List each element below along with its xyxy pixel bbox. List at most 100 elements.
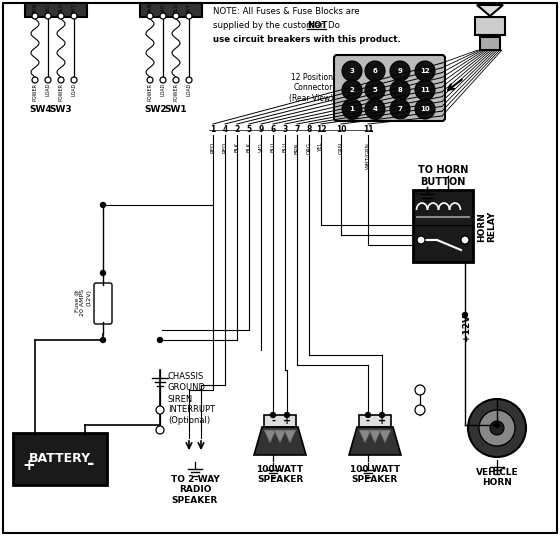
Text: 100WATT
SPEAKER: 100WATT SPEAKER <box>256 465 304 485</box>
Text: 4: 4 <box>222 125 227 135</box>
Circle shape <box>461 236 469 244</box>
Text: WHT: WHT <box>186 3 192 16</box>
Text: WHT/GRN: WHT/GRN <box>366 142 371 169</box>
Circle shape <box>160 77 166 83</box>
Circle shape <box>415 80 435 100</box>
FancyBboxPatch shape <box>264 415 296 427</box>
Circle shape <box>173 13 179 19</box>
Circle shape <box>479 410 515 446</box>
Text: SW4: SW4 <box>30 105 53 114</box>
Text: 11: 11 <box>420 87 430 93</box>
Circle shape <box>417 236 425 244</box>
Circle shape <box>490 421 504 435</box>
Polygon shape <box>254 427 306 455</box>
Circle shape <box>365 61 385 81</box>
Circle shape <box>45 13 51 19</box>
Circle shape <box>186 77 192 83</box>
Text: SIREN
INTERRUPT
(Optional): SIREN INTERRUPT (Optional) <box>168 395 215 425</box>
Polygon shape <box>379 430 391 443</box>
Polygon shape <box>274 430 286 443</box>
Text: 3: 3 <box>282 125 288 135</box>
Polygon shape <box>264 430 276 443</box>
Text: 10: 10 <box>336 125 346 135</box>
Circle shape <box>156 406 164 414</box>
Text: VIO: VIO <box>259 142 264 152</box>
Text: POWER: POWER <box>174 83 179 101</box>
Text: YEL: YEL <box>319 142 324 152</box>
Text: 10: 10 <box>420 106 430 112</box>
Text: WHT: WHT <box>72 3 77 16</box>
Circle shape <box>71 77 77 83</box>
Text: 7: 7 <box>295 125 300 135</box>
Circle shape <box>160 13 166 19</box>
Polygon shape <box>477 5 503 16</box>
Circle shape <box>186 13 192 19</box>
Text: Fuse @
20 AMPS
(12V): Fuse @ 20 AMPS (12V) <box>74 289 91 316</box>
FancyBboxPatch shape <box>475 17 505 35</box>
Text: 5: 5 <box>246 125 251 135</box>
Text: POWER: POWER <box>147 83 152 101</box>
Circle shape <box>365 80 385 100</box>
Text: 1: 1 <box>211 125 216 135</box>
Text: 1: 1 <box>349 106 354 112</box>
Text: POWER: POWER <box>32 83 38 101</box>
Circle shape <box>156 426 164 434</box>
Text: -: - <box>366 416 370 426</box>
Text: VIO: VIO <box>45 3 50 13</box>
FancyBboxPatch shape <box>413 190 473 262</box>
Text: 7: 7 <box>398 106 403 112</box>
Circle shape <box>58 77 64 83</box>
Circle shape <box>147 77 153 83</box>
Circle shape <box>342 99 362 119</box>
Text: 12: 12 <box>420 68 430 74</box>
Circle shape <box>415 61 435 81</box>
Circle shape <box>100 203 105 207</box>
Circle shape <box>380 413 385 418</box>
Text: 2: 2 <box>349 87 354 93</box>
Text: BLU: BLU <box>270 142 276 152</box>
Circle shape <box>71 13 77 19</box>
Circle shape <box>468 399 526 457</box>
Circle shape <box>415 405 425 415</box>
Text: 8: 8 <box>398 87 403 93</box>
Text: BLK: BLK <box>235 142 240 152</box>
Circle shape <box>390 99 410 119</box>
Text: BLU: BLU <box>282 142 287 152</box>
Polygon shape <box>359 430 371 443</box>
Polygon shape <box>369 430 381 443</box>
Text: +: + <box>283 416 291 426</box>
Circle shape <box>390 80 410 100</box>
Circle shape <box>45 77 51 83</box>
FancyBboxPatch shape <box>334 55 445 121</box>
Text: NOTE: All Fuses & Fuse Blocks are: NOTE: All Fuses & Fuse Blocks are <box>213 8 360 17</box>
Text: GRN: GRN <box>338 142 343 154</box>
Text: SW3: SW3 <box>50 105 72 114</box>
Circle shape <box>365 99 385 119</box>
Circle shape <box>173 77 179 83</box>
Text: supplied by the customer. Do: supplied by the customer. Do <box>213 21 343 31</box>
Circle shape <box>415 99 435 119</box>
Text: SW1: SW1 <box>165 105 187 114</box>
Text: BATTERY: BATTERY <box>29 452 91 465</box>
Text: SW2: SW2 <box>144 105 167 114</box>
Text: LOAD: LOAD <box>186 83 192 96</box>
Circle shape <box>342 61 362 81</box>
Circle shape <box>342 80 362 100</box>
Text: -: - <box>271 416 275 426</box>
Polygon shape <box>284 430 296 443</box>
Text: -: - <box>413 188 417 202</box>
Circle shape <box>147 13 153 19</box>
Text: BRN: BRN <box>147 3 152 14</box>
Text: VEHICLE
HORN: VEHICLE HORN <box>475 468 519 487</box>
Text: VIO: VIO <box>161 3 166 13</box>
Circle shape <box>494 422 500 428</box>
Text: 4: 4 <box>372 106 377 112</box>
Text: +: + <box>22 458 35 473</box>
Text: BLK: BLK <box>246 142 251 152</box>
Circle shape <box>32 13 38 19</box>
Circle shape <box>415 385 425 395</box>
Text: LOAD: LOAD <box>45 83 50 96</box>
Text: -: - <box>87 455 95 473</box>
Text: LOAD: LOAD <box>72 83 77 96</box>
Text: 9: 9 <box>398 68 403 74</box>
